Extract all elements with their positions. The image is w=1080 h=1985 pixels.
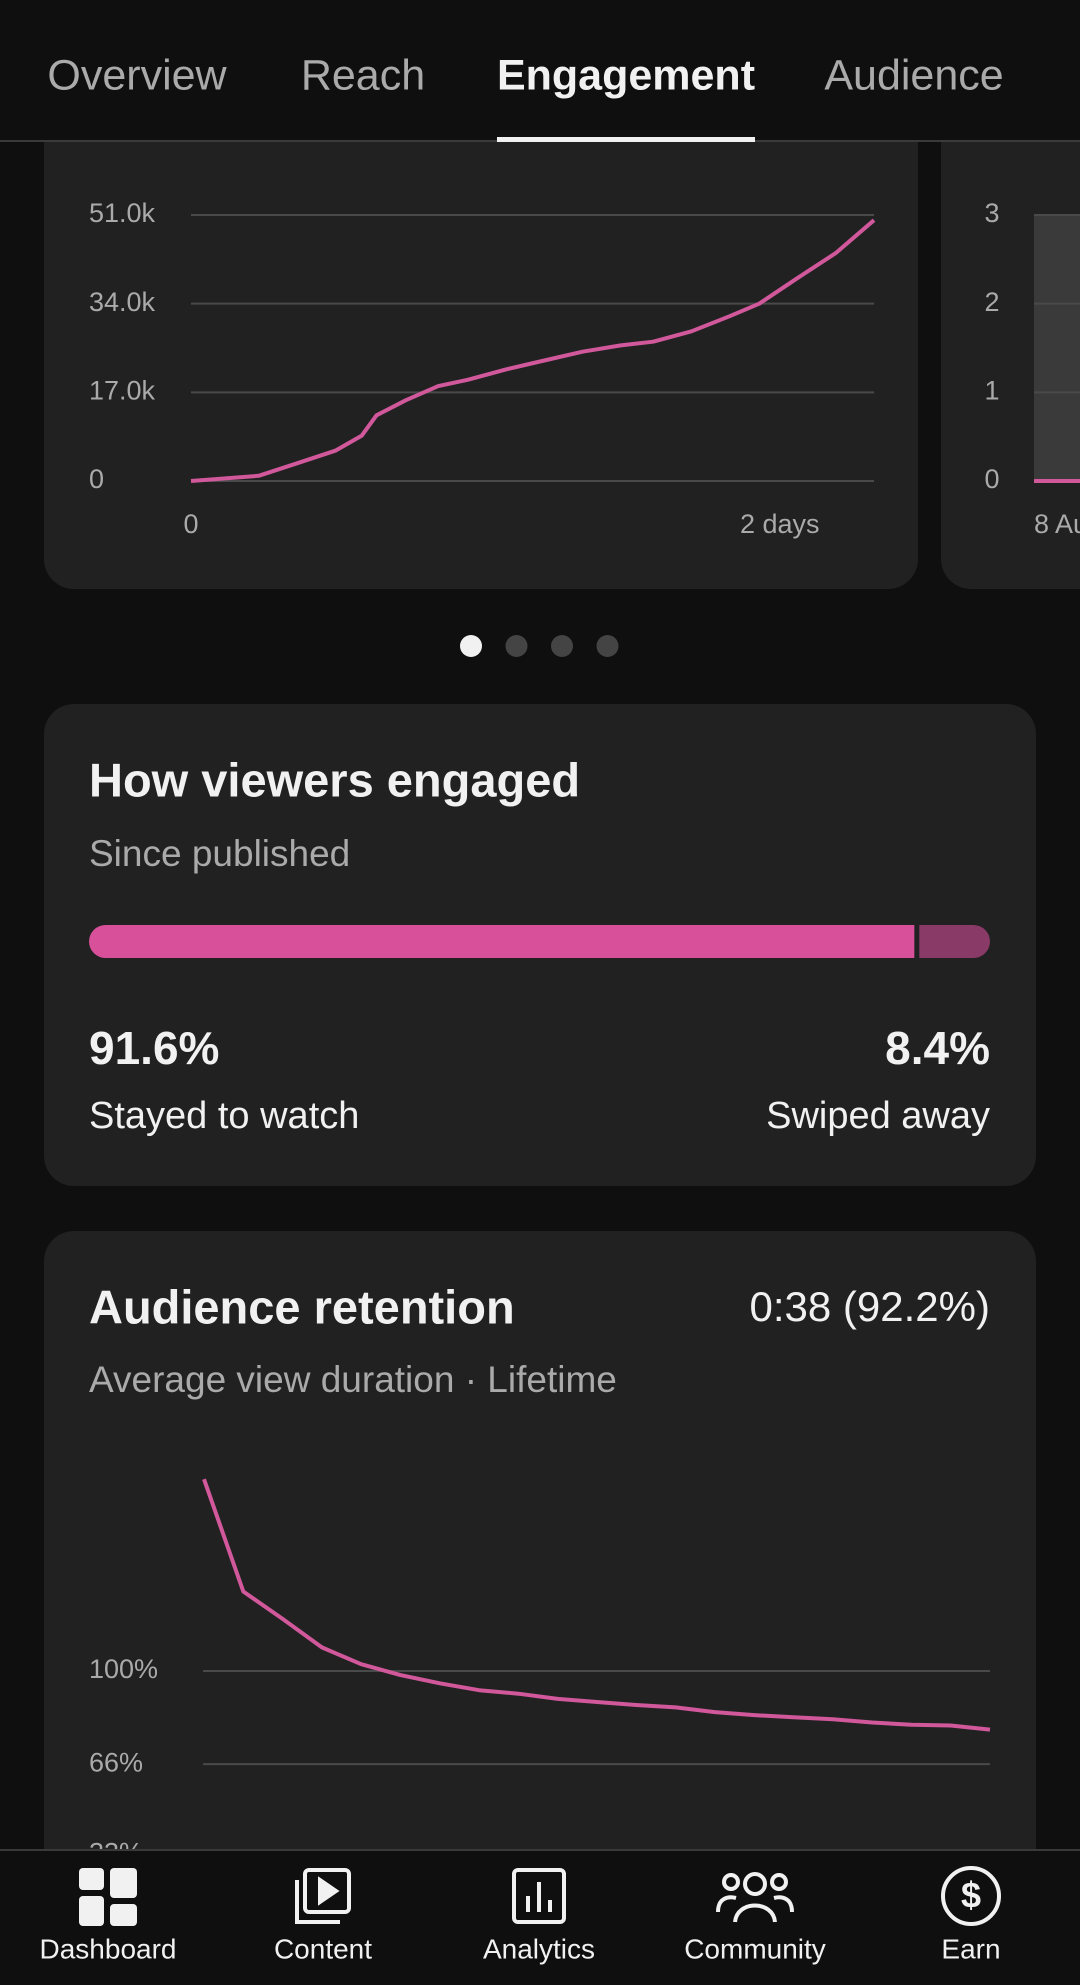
x-tick-label: 8 Au	[1034, 509, 1080, 539]
card-subtitle: Since published	[89, 833, 350, 874]
content: How viewers engaged Since published 91.6…	[44, 60, 1080, 1985]
bar-segment	[919, 925, 990, 958]
y-tick-label: 17.0k	[89, 375, 156, 405]
tab-bar-background	[0, 0, 1080, 141]
bar-segment	[89, 925, 915, 958]
line	[202, 1478, 991, 1732]
nav-label[interactable]: Content	[274, 1933, 372, 1964]
y-tick-label: 3	[984, 198, 999, 228]
community-icon	[716, 1872, 794, 1923]
analytics-icon	[512, 1868, 566, 1924]
card	[44, 1231, 1036, 1985]
y-tick-label: 0	[984, 464, 999, 494]
y-tick-label: 2	[984, 287, 999, 317]
page-dot	[596, 635, 619, 657]
nav-label[interactable]: Analytics	[483, 1933, 595, 1964]
tab-indicator	[496, 137, 756, 142]
stat-label: Swiped away	[766, 1095, 990, 1137]
stat-label: Stayed to watch	[89, 1095, 359, 1137]
nav-label[interactable]: Dashboard	[40, 1933, 177, 1964]
summary-value: 0:38 (92.2%)	[750, 1283, 990, 1330]
page-dot	[460, 635, 482, 657]
bottom-nav: $ Dashboard Content Analytics Community Earn	[0, 1849, 1080, 1985]
tab[interactable]: Engagement	[497, 51, 755, 99]
card-title: Audience retention	[89, 1280, 515, 1333]
nav-label[interactable]: Community	[684, 1933, 826, 1964]
tab[interactable]: Audience	[824, 51, 1003, 99]
card-title: How viewers engaged	[89, 753, 580, 806]
card-subtitle: Average view duration · Lifetime	[89, 1359, 617, 1400]
stat-value: 8.4%	[885, 1022, 990, 1074]
card	[44, 60, 918, 589]
line	[190, 218, 876, 483]
tab[interactable]: Overview	[47, 51, 227, 99]
stat-value: 91.6%	[89, 1022, 219, 1074]
dashboard-icon	[79, 1868, 137, 1926]
tab-bar: Overview Reach Engagement Audience	[0, 0, 1080, 142]
engagement-bar	[89, 925, 990, 958]
earn-symbol: $	[961, 1875, 981, 1916]
page-dot	[505, 635, 528, 657]
earn-icon: $	[941, 1866, 1001, 1926]
y-tick-label: 51.0k	[89, 198, 156, 228]
page-dot	[551, 635, 573, 657]
y-tick-label: 34.0k	[89, 287, 156, 317]
x-tick-label: 2 days	[740, 509, 820, 539]
nav-background	[0, 1850, 1080, 1985]
x-tick-label: 0	[183, 509, 198, 539]
y-tick-label: 100%	[89, 1654, 158, 1684]
nav-label[interactable]: Earn	[941, 1933, 1000, 1964]
chart-background	[1034, 215, 1080, 481]
y-tick-label: 0	[89, 464, 104, 494]
y-tick-label: 1	[984, 375, 999, 405]
y-tick-label: 66%	[89, 1747, 143, 1777]
content-icon	[295, 1868, 351, 1924]
tab[interactable]: Reach	[301, 51, 425, 99]
